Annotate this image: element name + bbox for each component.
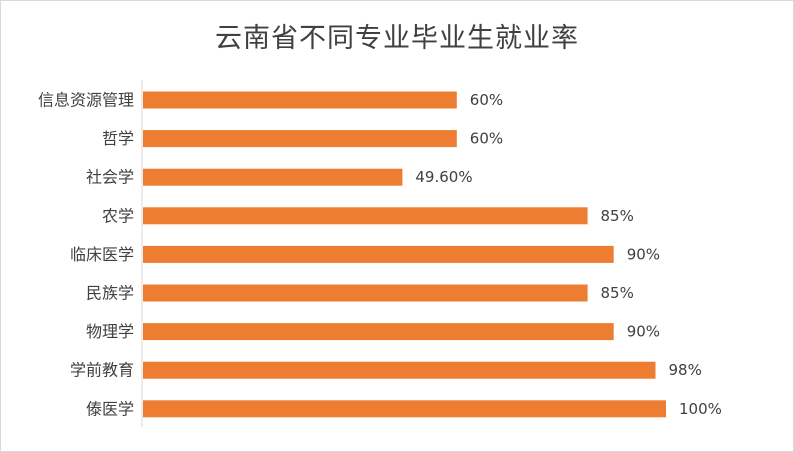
category-label: 民族学 [86, 284, 134, 303]
category-label: 农学 [102, 206, 134, 225]
data-label: 60% [470, 91, 503, 109]
category-label: 物理学 [86, 322, 134, 341]
bar [143, 207, 588, 225]
bar [143, 323, 614, 341]
bar [143, 91, 457, 109]
data-label: 90% [627, 245, 660, 263]
bar [143, 168, 403, 186]
bar [143, 130, 457, 148]
data-label: 49.60% [415, 168, 472, 186]
data-label: 100% [679, 400, 722, 418]
bar [143, 361, 656, 379]
category-label: 哲学 [102, 129, 134, 148]
data-label: 98% [669, 361, 702, 379]
data-label: 90% [627, 323, 660, 341]
data-label: 85% [601, 207, 634, 225]
chart-title: 云南省不同专业毕业生就业率 [215, 23, 579, 54]
category-label: 信息资源管理 [38, 91, 134, 110]
bar [143, 400, 666, 418]
data-label: 60% [470, 130, 503, 148]
bar [143, 245, 614, 263]
category-label: 学前教育 [70, 361, 134, 380]
category-label: 社会学 [86, 168, 134, 187]
category-label: 傣医学 [86, 399, 134, 418]
data-label: 85% [601, 284, 634, 302]
bar [143, 284, 588, 302]
category-label: 临床医学 [70, 245, 134, 264]
